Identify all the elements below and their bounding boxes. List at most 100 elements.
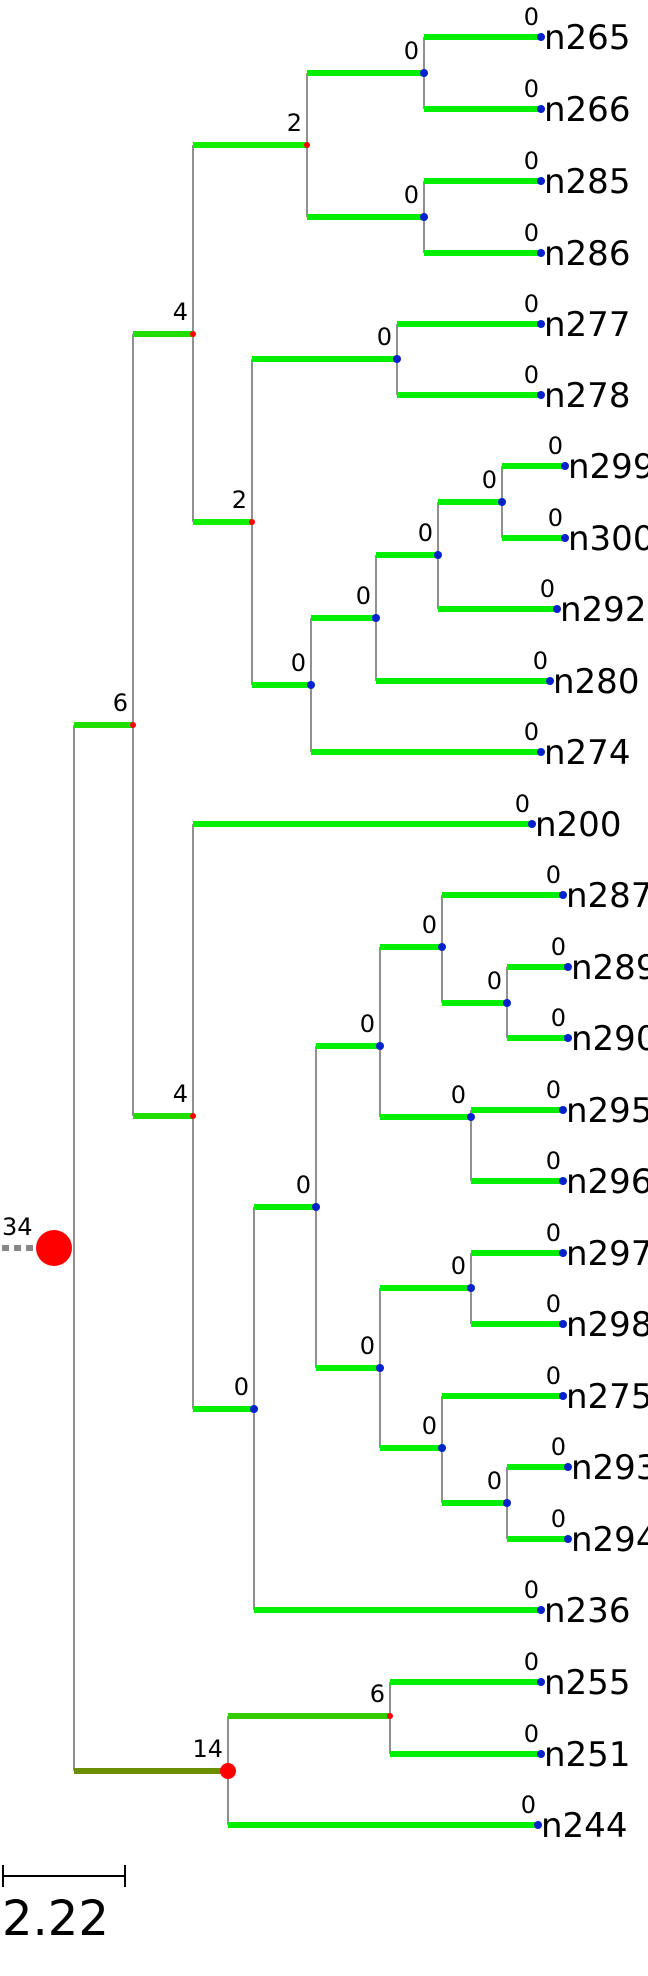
internal-node-blue[interactable] <box>312 1203 320 1211</box>
leaf-node-marker[interactable] <box>537 1606 545 1614</box>
internal-node-value-label: 0 <box>360 1332 375 1360</box>
internal-node-red[interactable] <box>249 519 255 525</box>
internal-node-blue[interactable] <box>307 681 315 689</box>
internal-node-value-label: 0 <box>234 1373 249 1401</box>
leaf-node-marker[interactable] <box>559 1320 567 1328</box>
leaf-name-label[interactable]: n278 <box>544 376 630 416</box>
internal-node-blue[interactable] <box>376 1364 384 1372</box>
leaf-node-marker[interactable] <box>537 249 545 257</box>
leaf-name-label[interactable]: n287 <box>566 876 648 916</box>
leaf-name-label[interactable]: n255 <box>544 1663 630 1703</box>
internal-node-blue[interactable] <box>250 1405 258 1413</box>
leaf-value-label: 0 <box>524 1648 539 1676</box>
internal-node-blue[interactable] <box>498 498 506 506</box>
leaf-node-marker[interactable] <box>537 1678 545 1686</box>
leaf-node-marker[interactable] <box>561 462 569 470</box>
tree-branches <box>74 34 568 1828</box>
leaf-name-label[interactable]: n285 <box>544 162 630 202</box>
leaf-node-marker[interactable] <box>559 1392 567 1400</box>
leaf-node-marker[interactable] <box>537 320 545 328</box>
leaf-name-label[interactable]: n298 <box>566 1305 648 1345</box>
internal-node-red[interactable] <box>387 1713 393 1719</box>
root-node[interactable] <box>36 1230 72 1266</box>
internal-node-blue[interactable] <box>438 943 446 951</box>
leaf-name-label[interactable]: n251 <box>544 1735 630 1775</box>
internal-node-blue[interactable] <box>393 355 401 363</box>
tree-node-markers <box>130 33 572 1829</box>
internal-node-blue[interactable] <box>372 614 380 622</box>
leaf-value-label: 0 <box>551 1505 566 1533</box>
leaf-name-label[interactable]: n294 <box>571 1520 648 1560</box>
leaf-node-marker[interactable] <box>546 677 554 685</box>
leaf-node-marker[interactable] <box>537 1750 545 1758</box>
leaf-node-marker[interactable] <box>559 1106 567 1114</box>
leaf-node-marker[interactable] <box>559 1177 567 1185</box>
leaf-name-label[interactable]: n295 <box>566 1091 648 1131</box>
leaf-node-marker[interactable] <box>537 748 545 756</box>
leaf-name-label[interactable]: n265 <box>544 18 630 58</box>
leaf-name-label[interactable]: n274 <box>544 733 630 773</box>
leaf-value-label: 0 <box>524 1576 539 1604</box>
internal-node-blue[interactable] <box>503 1499 511 1507</box>
internal-node-blue[interactable] <box>376 1042 384 1050</box>
leaf-name-label[interactable]: n297 <box>566 1234 648 1274</box>
leaf-name-label[interactable]: n289 <box>571 948 648 988</box>
leaf-node-marker[interactable] <box>537 391 545 399</box>
leaf-node-marker[interactable] <box>537 177 545 185</box>
leaf-name-label[interactable]: n266 <box>544 90 630 130</box>
leaf-value-label: 0 <box>515 790 530 818</box>
leaf-value-label: 0 <box>524 147 539 175</box>
internal-node-red[interactable] <box>130 722 136 728</box>
leaf-node-marker[interactable] <box>564 1535 572 1543</box>
leaf-value-label: 0 <box>524 3 539 31</box>
leaf-node-marker[interactable] <box>559 891 567 899</box>
internal-node-red[interactable] <box>190 331 196 337</box>
leaf-name-label[interactable]: n277 <box>544 305 630 345</box>
leaf-value-label: 0 <box>551 933 566 961</box>
leaf-value-label: 0 <box>546 1362 561 1390</box>
leaf-node-marker[interactable] <box>564 1034 572 1042</box>
leaf-name-label[interactable]: n299 <box>568 447 648 487</box>
internal-node-value-label: 0 <box>418 519 433 547</box>
internal-node-red[interactable] <box>304 142 310 148</box>
leaf-value-label: 0 <box>533 647 548 675</box>
leaf-name-label[interactable]: n286 <box>544 234 630 274</box>
internal-node-blue[interactable] <box>438 1444 446 1452</box>
leaf-node-marker[interactable] <box>559 1249 567 1257</box>
leaf-value-label: 0 <box>551 1433 566 1461</box>
internal-node-value-label: 2 <box>287 109 302 137</box>
internal-node-value-label: 0 <box>377 323 392 351</box>
leaf-node-marker[interactable] <box>564 963 572 971</box>
leaf-name-label[interactable]: n236 <box>544 1591 630 1631</box>
internal-node-red[interactable] <box>220 1763 236 1779</box>
leaf-name-label[interactable]: n293 <box>571 1448 648 1488</box>
leaf-node-marker[interactable] <box>564 1463 572 1471</box>
leaf-name-label[interactable]: n296 <box>566 1162 648 1202</box>
leaf-name-label[interactable]: n275 <box>566 1377 648 1417</box>
leaf-node-marker[interactable] <box>537 105 545 113</box>
leaf-name-label[interactable]: n300 <box>568 519 648 559</box>
internal-node-blue[interactable] <box>420 213 428 221</box>
leaf-node-marker[interactable] <box>537 33 545 41</box>
leaf-name-label[interactable]: n244 <box>541 1806 627 1846</box>
leaf-node-marker[interactable] <box>553 605 561 613</box>
internal-node-blue[interactable] <box>467 1113 475 1121</box>
leaf-value-label: 0 <box>548 432 563 460</box>
leaf-name-label[interactable]: n292 <box>560 590 646 630</box>
leaf-value-label: 0 <box>546 861 561 889</box>
internal-node-blue[interactable] <box>434 551 442 559</box>
leaf-name-label[interactable]: n200 <box>535 805 621 845</box>
internal-node-value-label: 0 <box>451 1252 466 1280</box>
leaf-node-marker[interactable] <box>528 820 536 828</box>
scale-bar-label: 2.22 <box>2 1891 109 1947</box>
leaf-name-label[interactable]: n280 <box>553 662 639 702</box>
internal-node-red[interactable] <box>190 1113 196 1119</box>
internal-node-blue[interactable] <box>503 999 511 1007</box>
leaf-node-marker[interactable] <box>534 1821 542 1829</box>
leaf-node-marker[interactable] <box>561 534 569 542</box>
internal-node-blue[interactable] <box>467 1284 475 1292</box>
leaf-value-label: 0 <box>524 718 539 746</box>
leaf-name-label[interactable]: n290 <box>571 1019 648 1059</box>
internal-node-value-label: 0 <box>451 1081 466 1109</box>
internal-node-blue[interactable] <box>420 69 428 77</box>
